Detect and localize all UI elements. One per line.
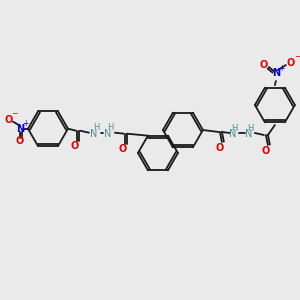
Text: H: H [93, 123, 99, 132]
Text: O: O [119, 144, 127, 154]
Text: H: H [231, 124, 237, 133]
Text: O: O [287, 58, 295, 68]
Text: N: N [104, 129, 112, 139]
Text: N: N [229, 129, 237, 139]
Text: −: − [294, 52, 300, 62]
Text: +: + [22, 119, 28, 128]
Text: O: O [71, 141, 79, 151]
Text: N: N [245, 129, 253, 139]
Text: O: O [16, 136, 24, 146]
Text: H: H [107, 123, 113, 132]
Text: −: − [11, 109, 17, 118]
Text: O: O [260, 60, 268, 70]
Text: O: O [262, 146, 270, 156]
Text: N: N [16, 124, 24, 134]
Text: H: H [247, 124, 253, 133]
Text: N: N [90, 129, 98, 139]
Text: O: O [216, 143, 224, 153]
Text: O: O [5, 115, 13, 125]
Text: N: N [272, 68, 280, 78]
Text: +: + [279, 64, 285, 73]
